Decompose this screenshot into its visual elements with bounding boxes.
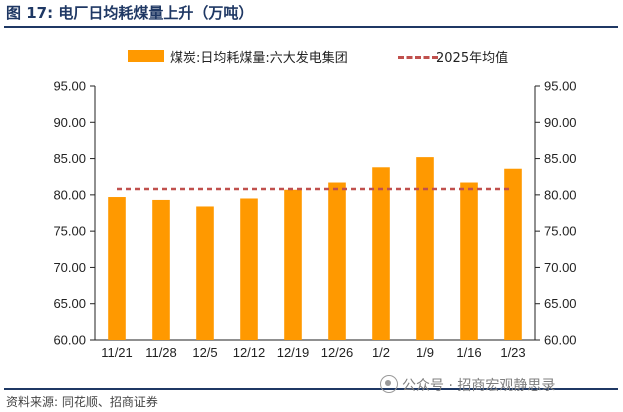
bar-11-21 <box>108 197 126 340</box>
y-tick-left-label: 80.00 <box>53 187 86 202</box>
bar-series <box>108 157 522 340</box>
y-tick-right-label: 80.00 <box>544 187 577 202</box>
x-tick-label: 12/26 <box>321 345 354 360</box>
title-divider <box>4 26 618 28</box>
y-tick-right-label: 65.00 <box>544 296 577 311</box>
y-axis-right: 60.00 65.00 70.00 75.00 80.00 85.00 90.00 95.00 <box>535 79 577 348</box>
figure-title: 图 17: 电厂日均耗煤量上升（万吨） <box>6 4 254 22</box>
bar-1-2 <box>372 167 390 340</box>
y-tick-left-label: 70.00 <box>53 260 86 275</box>
x-tick-label: 1/9 <box>416 345 434 360</box>
x-tick-label: 12/12 <box>233 345 266 360</box>
wechat-icon <box>380 375 398 393</box>
y-tick-left-label: 75.00 <box>53 224 86 239</box>
chart-legend: 煤炭:日均耗煤量:六大发电集团 2025年均值 <box>0 46 623 66</box>
y-tick-right-label: 60.00 <box>544 333 577 348</box>
bar-12-5 <box>196 206 214 340</box>
x-tick-label: 1/2 <box>372 345 390 360</box>
x-tick-label: 12/19 <box>277 345 310 360</box>
y-tick-right-label: 90.00 <box>544 115 577 130</box>
y-tick-left-label: 60.00 <box>53 333 86 348</box>
bar-12-26 <box>328 182 346 340</box>
y-tick-right-label: 85.00 <box>544 151 577 166</box>
x-tick-label: 11/21 <box>101 345 133 360</box>
legend-swatch-bar <box>128 50 164 62</box>
y-tick-left-label: 95.00 <box>53 79 86 94</box>
y-axis-left: 60.00 65.00 70.00 75.00 80.00 85.00 90.00 95.00 <box>53 79 95 348</box>
bar-1-9 <box>416 157 434 340</box>
x-tick-label: 11/28 <box>145 345 177 360</box>
y-tick-left-label: 65.00 <box>53 296 86 311</box>
legend-label-line: 2025年均值 <box>436 51 509 66</box>
bar-12-19 <box>284 189 302 340</box>
y-tick-right-label: 75.00 <box>544 224 577 239</box>
x-tick-label: 1/23 <box>500 345 525 360</box>
bar-1-23 <box>504 168 522 340</box>
y-tick-left-label: 90.00 <box>53 115 86 130</box>
bar-1-16 <box>460 182 478 340</box>
y-tick-right-label: 70.00 <box>544 260 577 275</box>
legend-swatch-line <box>398 56 438 59</box>
watermark: 公众号 · 招商宏观静思录 <box>380 375 555 395</box>
source-note: 资料来源: 同花顺、招商证券 <box>6 395 158 409</box>
legend-label-bar: 煤炭:日均耗煤量:六大发电集团 <box>170 51 348 66</box>
bar-11-28 <box>152 199 170 340</box>
y-tick-right-label: 95.00 <box>544 79 577 94</box>
x-tick-label: 1/16 <box>456 345 481 360</box>
x-axis: 11/21 11/28 12/5 12/12 12/19 12/26 1/2 1/9 1/16 1… <box>101 345 525 360</box>
y-tick-left-label: 85.00 <box>53 151 86 166</box>
bar-12-12 <box>240 198 258 340</box>
x-tick-label: 12/5 <box>192 345 217 360</box>
watermark-text: 公众号 · 招商宏观静思录 <box>402 378 556 394</box>
footer-divider <box>4 388 618 390</box>
